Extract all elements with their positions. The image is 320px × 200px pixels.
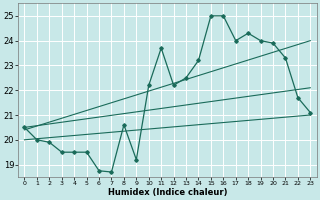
X-axis label: Humidex (Indice chaleur): Humidex (Indice chaleur) (108, 188, 227, 197)
